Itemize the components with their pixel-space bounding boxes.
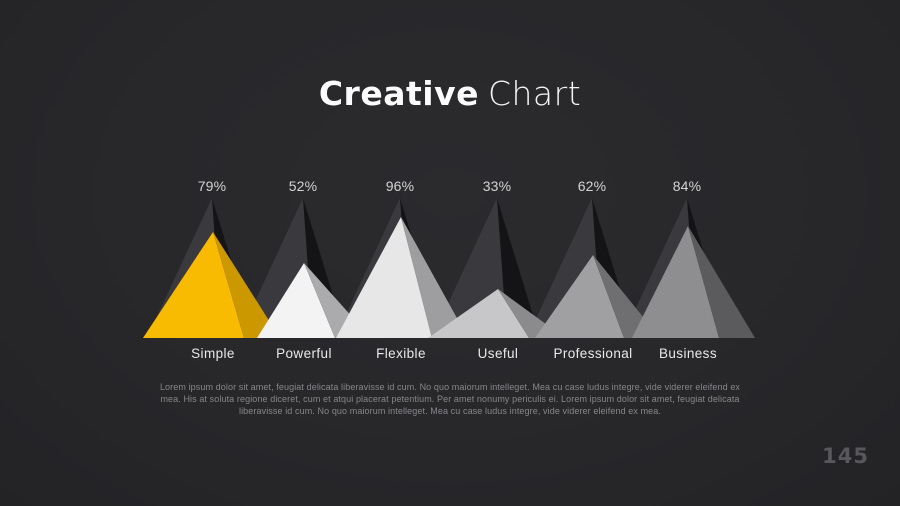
category-label-business: Business xyxy=(659,346,717,361)
value-label-simple: 79% xyxy=(198,178,227,194)
category-label-simple: Simple xyxy=(191,346,235,361)
mountain-powerful-front-face xyxy=(257,263,335,338)
value-label-flexible: 96% xyxy=(386,178,415,194)
page-number: 145 xyxy=(822,444,869,468)
mountain-professional-front-face xyxy=(535,255,624,338)
value-label-useful: 33% xyxy=(483,178,512,194)
mountain-simple-front-shadow-face xyxy=(213,232,280,338)
value-label-professional: 62% xyxy=(578,178,607,194)
category-label-powerful: Powerful xyxy=(276,346,332,361)
mountain-business-front-face xyxy=(632,226,719,338)
mountain-business-front-shadow-face xyxy=(688,226,755,338)
mountain-useful-front-face xyxy=(428,289,529,338)
value-label-business: 84% xyxy=(673,178,702,194)
mountain-simple-front-face xyxy=(143,232,244,338)
value-label-powerful: 52% xyxy=(289,178,318,194)
category-label-useful: Useful xyxy=(478,346,519,361)
mountain-flexible-front-shadow-face xyxy=(401,217,468,338)
category-label-flexible: Flexible xyxy=(376,346,426,361)
category-label-professional: Professional xyxy=(553,346,632,361)
page-title: Creative Chart xyxy=(0,76,900,112)
mountain-flexible-front-face xyxy=(336,217,432,338)
title-bold-word: Creative xyxy=(318,74,479,113)
slide-description: Lorem ipsum dolor sit amet, feugiat deli… xyxy=(159,382,741,417)
title-light-word: Chart xyxy=(487,74,582,113)
